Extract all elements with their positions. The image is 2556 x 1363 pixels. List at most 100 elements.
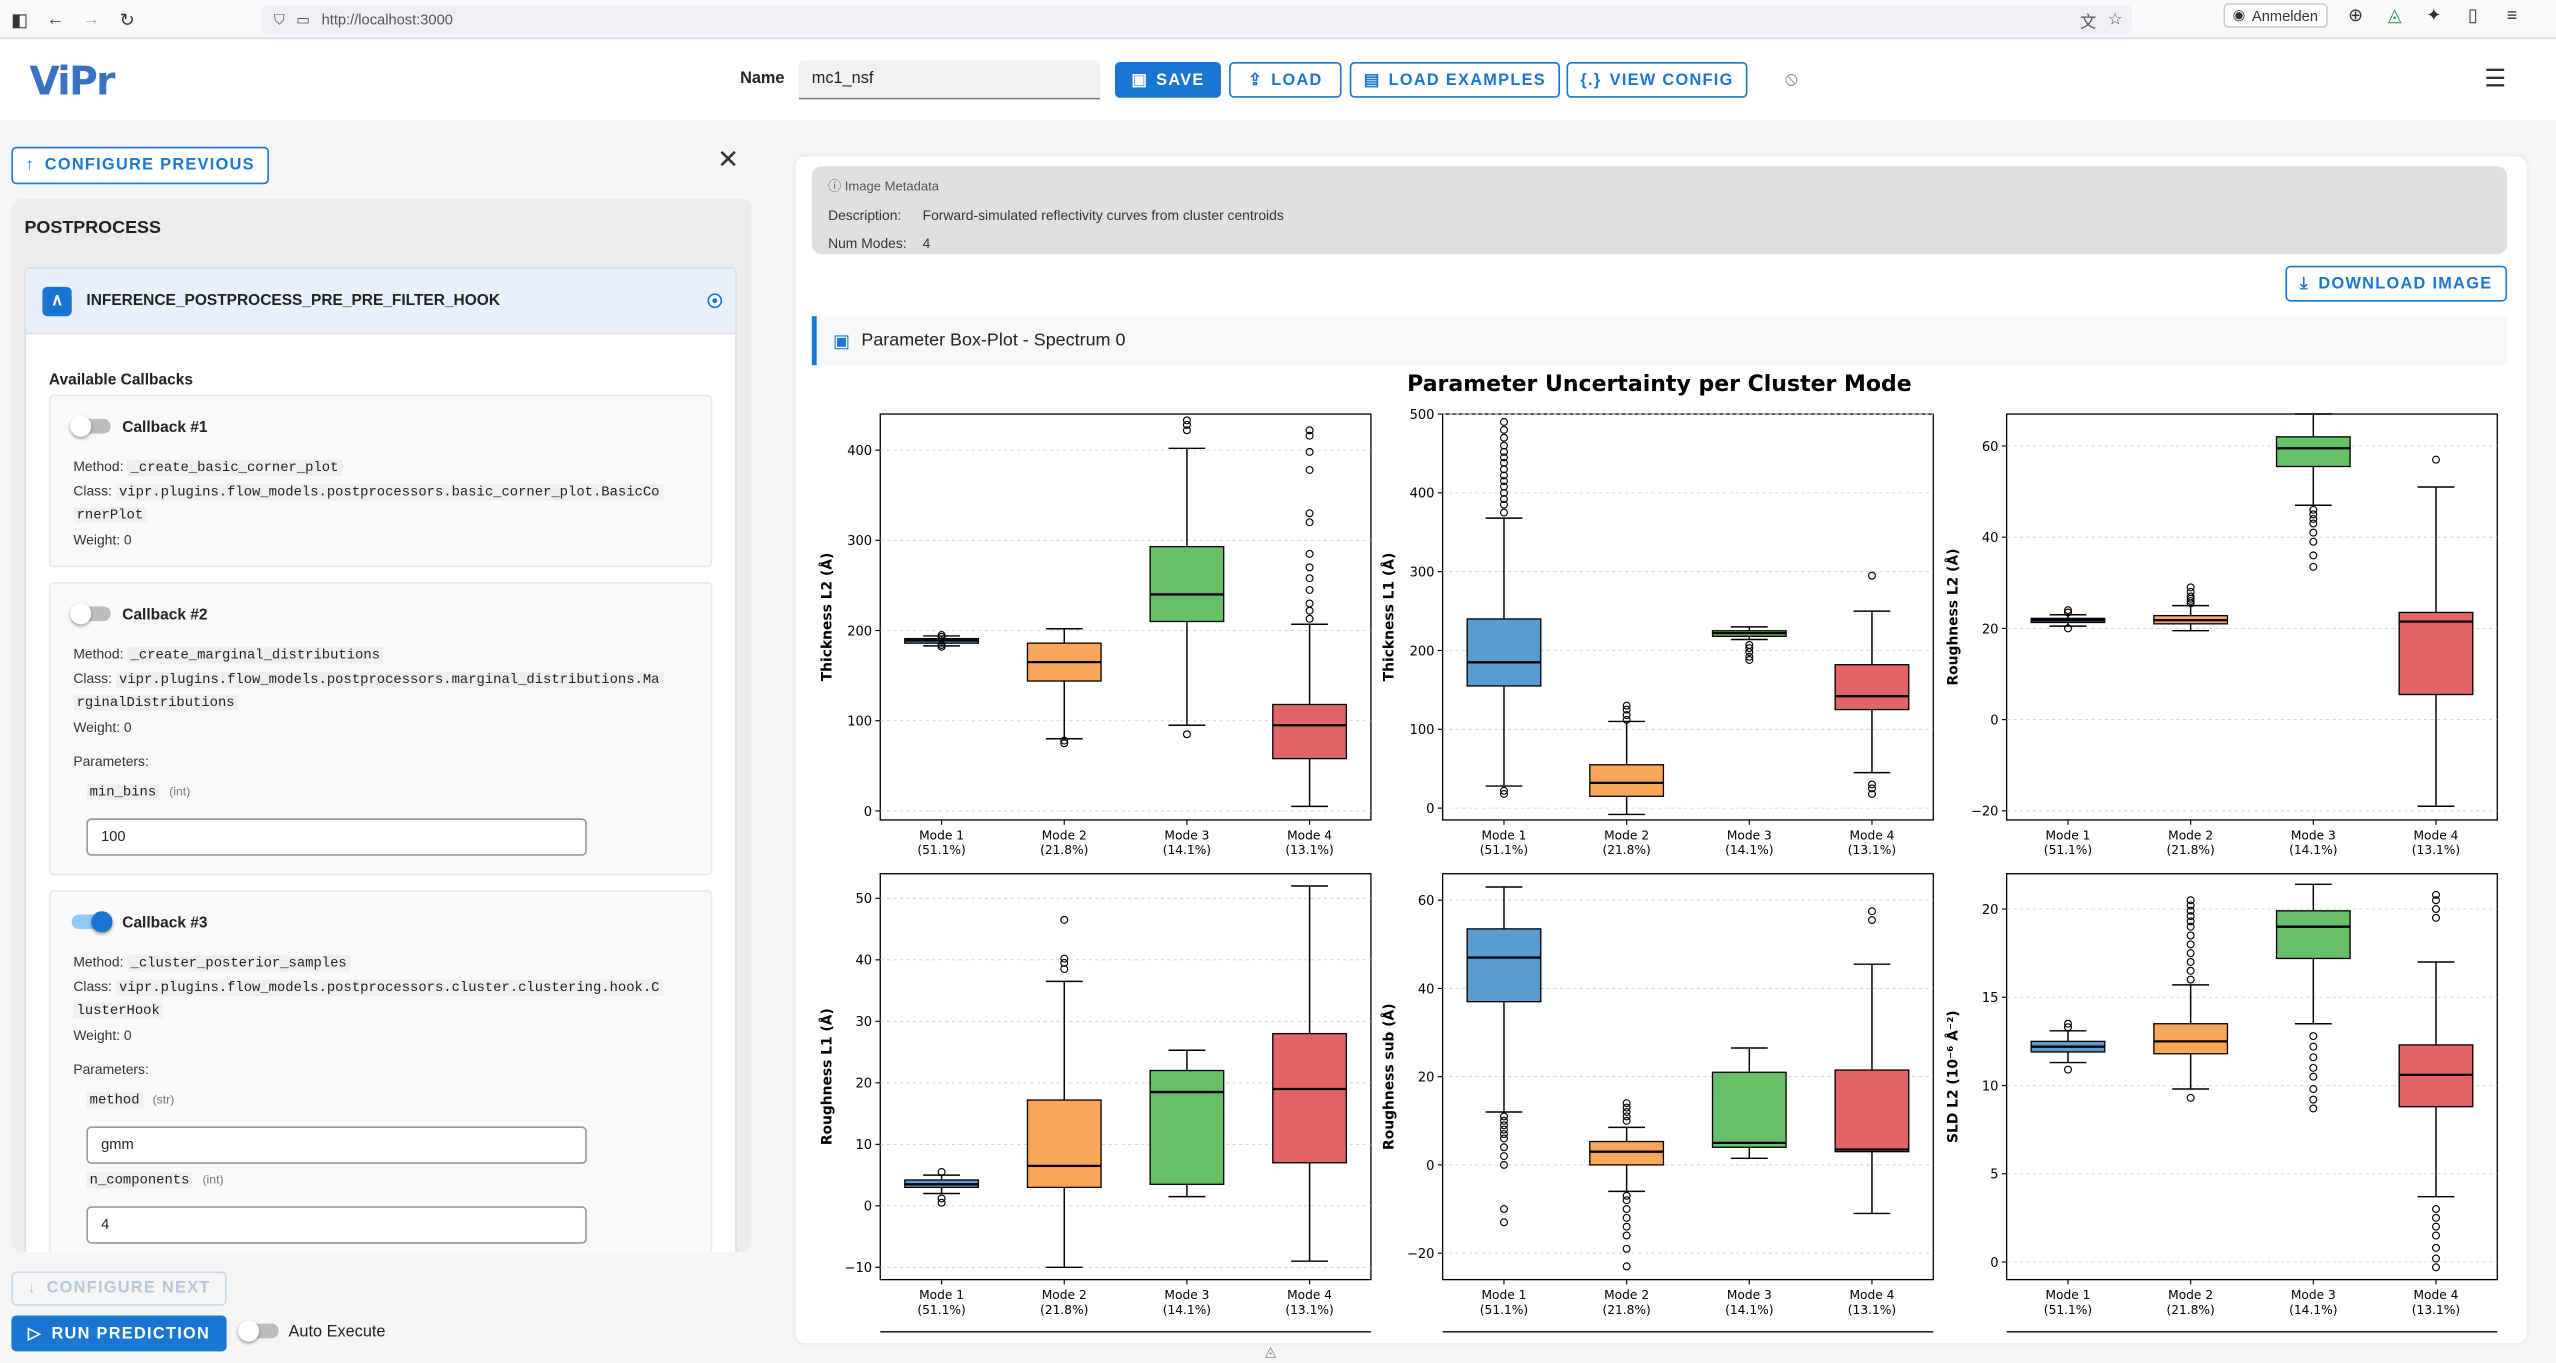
box [2153, 1023, 2229, 1055]
chart-title: Parameter Uncertainty per Cluster Mode [1407, 372, 1912, 397]
outlier-point [2309, 537, 2318, 546]
address-bar[interactable]: ⛉ ▭ http://localhost:3000 文 ☆ [260, 4, 2133, 35]
x-tick-label: Mode 2 [2168, 829, 2213, 843]
y-tick-label: 5 [1990, 1168, 1998, 1183]
num-modes-label: Num Modes: [828, 234, 907, 252]
load-examples-label: LOAD EXAMPLES [1388, 70, 1546, 89]
outlier-point [1622, 715, 1631, 724]
outlier-point [2309, 1063, 2318, 1072]
outlier-point [2063, 1023, 2072, 1032]
image-icon: ▣ [832, 331, 850, 352]
signin-button[interactable]: ◉ Anmelden [2222, 3, 2328, 28]
callback-toggle[interactable] [70, 415, 111, 437]
x-tick-label: Mode 1 [919, 1288, 964, 1302]
outlier-point [1499, 1134, 1508, 1143]
configure-next-button[interactable]: ↓ CONFIGURE NEXT [11, 1271, 227, 1306]
outlier-point [2186, 917, 2195, 926]
outlier-point [2309, 1042, 2318, 1051]
download-image-button[interactable]: ⤓ DOWNLOAD IMAGE [2285, 265, 2508, 302]
section-title: POSTPROCESS [24, 218, 161, 238]
y-tick-label: 200 [1410, 644, 1435, 659]
name-input[interactable]: mc1_nsf [798, 60, 1101, 100]
callback-toggle[interactable] [71, 911, 113, 933]
box [2275, 910, 2351, 960]
save-button[interactable]: ▣ SAVE [1114, 61, 1221, 98]
method-input[interactable]: gmm [86, 1126, 587, 1164]
chevron-up-icon[interactable]: ∧ [42, 286, 72, 316]
extensions-icon[interactable]: ✦ [2426, 6, 2442, 27]
outlier-point [2431, 1205, 2440, 1214]
outlier-point [2186, 940, 2195, 949]
auto-execute-switch[interactable] [237, 1320, 279, 1342]
bookmark-star-icon[interactable]: ☆ [2107, 10, 2123, 29]
outlier-point [2186, 1093, 2195, 1102]
reload-icon[interactable]: ↻ [119, 10, 135, 31]
y-tick-label: −20 [1971, 805, 1999, 820]
y-tick-label: 0 [1426, 1159, 1434, 1174]
auto-execute-toggle[interactable]: Auto Execute [237, 1320, 385, 1342]
run-prediction-button[interactable]: ▷ RUN PREDICTION [11, 1315, 227, 1352]
outlier-point [1622, 1116, 1631, 1125]
x-tick-sublabel: (13.1%) [2412, 843, 2460, 857]
y-tick-label: 10 [856, 1138, 873, 1153]
plot-section-header: ▣ Parameter Box-Plot - Spectrum 0 [811, 316, 2508, 366]
status-dot-icon [707, 293, 723, 309]
outlier-point [1499, 441, 1508, 450]
outlier-point [1182, 416, 1191, 425]
hook-name: INFERENCE_POSTPROCESS_PRE_PRE_FILTER_HOO… [86, 291, 501, 310]
expand-icon[interactable]: ◬ [1264, 1343, 1277, 1360]
y-axis-label: Roughness L1 (Å) [818, 1008, 835, 1145]
outlier-point [2309, 514, 2318, 523]
menu-icon[interactable]: ≡ [2506, 5, 2518, 26]
broadcast-off-icon[interactable]: ⦸ [1784, 66, 1798, 90]
outlier-point [1499, 786, 1508, 795]
hook-accordion-header[interactable]: ∧ INFERENCE_POSTPROCESS_PRE_PRE_FILTER_H… [26, 268, 736, 335]
load-button[interactable]: ⇪ LOAD [1229, 61, 1342, 98]
forward-icon[interactable]: → [82, 9, 101, 30]
callback-toggle[interactable] [70, 603, 111, 625]
configure-previous-button[interactable]: ↑ CONFIGURE PREVIOUS [11, 146, 269, 185]
hamburger-menu-icon[interactable]: ☰ [2484, 65, 2507, 93]
class-label: Class: [73, 978, 112, 995]
y-tick-label: 50 [856, 892, 873, 907]
x-tick-label: Mode 1 [919, 829, 964, 843]
back-icon[interactable]: ← [46, 9, 65, 30]
outlier-point [1622, 1205, 1631, 1214]
callback-card-1: Callback #1 Method: _create_basic_corner… [48, 394, 713, 568]
callback-class: Class: vipr.plugins.flow_models.postproc… [73, 668, 663, 714]
y-tick-label: 400 [847, 444, 872, 459]
extension-icon[interactable]: ⊕ [2347, 6, 2364, 27]
reader-icon[interactable]: ▯ [2467, 6, 2478, 27]
y-tick-label: 100 [847, 715, 872, 730]
min-bins-input[interactable]: 100 [86, 818, 587, 856]
view-config-button[interactable]: {.} VIEW CONFIG [1566, 61, 1748, 98]
y-tick-label: 40 [1418, 982, 1435, 997]
class-value: vipr.plugins.flow_models.postprocessors.… [115, 979, 663, 996]
sidebar-toggle-icon[interactable]: ◧ [11, 10, 29, 31]
x-tick-label: Mode 1 [2046, 829, 2091, 843]
outlier-point [937, 631, 946, 640]
x-tick-label: Mode 3 [1727, 829, 1772, 843]
app-logo[interactable]: ViPr [29, 59, 115, 105]
y-tick-label: −20 [1407, 1247, 1435, 1262]
translate-icon[interactable]: 文 [2080, 13, 2097, 32]
callback-title: Callback #2 [122, 606, 208, 625]
outlier-point [2431, 1243, 2440, 1252]
metadata-description: Description: Forward-simulated reflectivi… [828, 207, 1284, 223]
outlier-point [1305, 465, 1314, 474]
callback-class: Class: vipr.plugins.flow_models.postproc… [73, 976, 663, 1022]
load-examples-button[interactable]: ▤ LOAD EXAMPLES [1349, 61, 1561, 98]
x-tick-sublabel: (21.8%) [1602, 843, 1650, 857]
outlier-point [2186, 587, 2195, 596]
y-tick-label: 60 [1982, 440, 1999, 455]
close-icon[interactable]: ✕ [717, 146, 740, 175]
x-tick-sublabel: (51.1%) [917, 1303, 965, 1317]
param-type: (int) [169, 784, 191, 799]
n-components-input[interactable]: 4 [86, 1206, 587, 1244]
outlier-point [2431, 890, 2440, 899]
callback-method: Method: _create_marginal_distributions [73, 644, 384, 667]
extension-green-icon[interactable]: ◬ [2387, 6, 2402, 27]
x-tick-label: Mode 4 [1849, 1288, 1894, 1302]
outlier-point [2309, 562, 2318, 571]
outlier-point [1745, 652, 1754, 661]
